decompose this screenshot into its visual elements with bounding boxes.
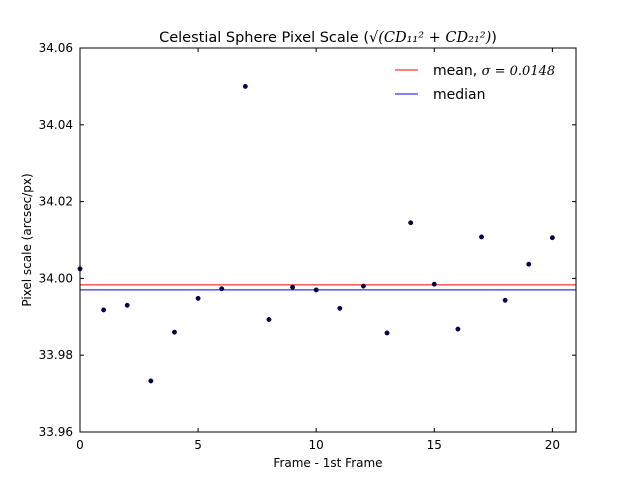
legend: mean, σ = 0.0148 median	[395, 63, 555, 103]
chart-title: Celestial Sphere Pixel Scale (√(CD₁₁² + …	[159, 30, 497, 46]
data-point	[549, 235, 555, 241]
data-point	[384, 330, 390, 336]
data-point	[313, 287, 319, 293]
data-point	[124, 302, 130, 308]
x-tick-label: 0	[76, 438, 84, 452]
data-point	[360, 283, 366, 289]
x-axis-label: Frame - 1st Frame	[273, 456, 382, 470]
data-point	[479, 234, 484, 240]
legend-label-median: median	[433, 87, 485, 103]
y-tick-label: 34.04	[39, 118, 73, 132]
data-points	[77, 83, 555, 384]
x-tick-label: 15	[427, 438, 442, 452]
y-tick-label: 33.96	[39, 425, 73, 439]
data-point	[431, 281, 437, 287]
y-tick-label: 34.00	[39, 271, 73, 285]
data-point	[290, 284, 296, 290]
data-point	[172, 329, 177, 335]
chart-title-suffix: )	[491, 30, 497, 46]
data-point	[502, 297, 508, 303]
data-point	[148, 378, 154, 384]
axis-tick-labels: 0 5 10 15 20 33.96 33.98 34.00 34.02 34.04 34.06	[39, 41, 560, 452]
data-point	[195, 295, 201, 301]
data-point	[219, 286, 225, 292]
data-point	[242, 83, 248, 89]
y-tick-label: 33.98	[39, 348, 73, 362]
chart-title-math: √(CD₁₁² + CD₂₁²)	[369, 30, 491, 46]
y-axis-label: Pixel scale (arcsec/px)	[20, 173, 34, 306]
data-point	[101, 307, 107, 313]
legend-label-mean: mean, σ = 0.0148	[433, 63, 555, 79]
y-tick-label: 34.02	[39, 195, 73, 209]
data-point	[526, 261, 532, 267]
x-tick-label: 5	[194, 438, 202, 452]
plot-frame	[79, 47, 577, 433]
chart-title-text: Celestial Sphere Pixel Scale (	[159, 30, 369, 46]
x-tick-label: 20	[545, 438, 560, 452]
axis-ticks	[79, 47, 576, 433]
y-tick-label: 34.06	[39, 41, 73, 55]
data-point	[337, 305, 343, 311]
data-point	[266, 317, 272, 322]
data-point	[408, 220, 414, 226]
data-point	[455, 326, 461, 332]
x-tick-label: 10	[309, 438, 324, 452]
reference-lines	[80, 284, 576, 291]
